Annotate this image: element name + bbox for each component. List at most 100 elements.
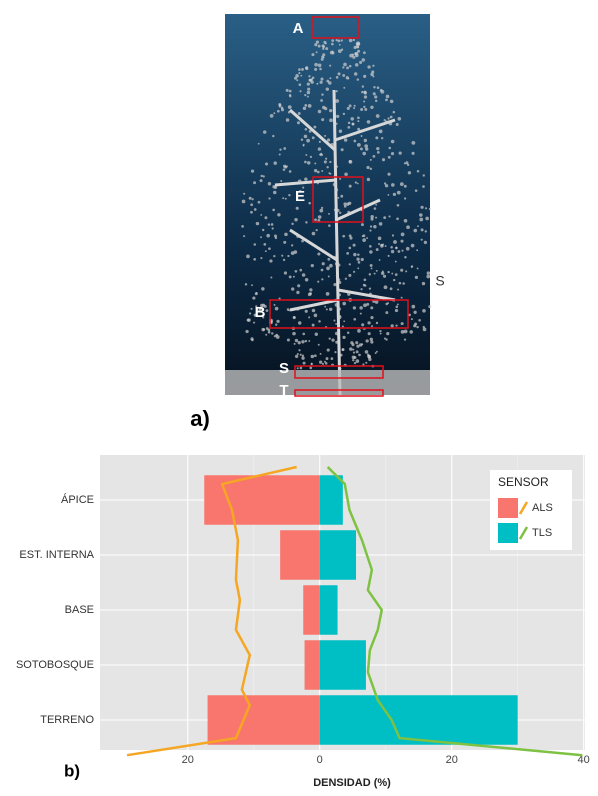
cloud-point [291,244,293,246]
cloud-point [343,113,345,115]
cloud-point [370,316,373,319]
cloud-point [308,75,310,77]
cloud-point [373,155,376,158]
cloud-point [304,104,307,107]
cloud-point [356,345,359,348]
cloud-point [283,241,286,244]
cloud-point [357,46,359,48]
cloud-point [348,202,351,205]
cloud-point [388,215,390,217]
cloud-point [412,152,415,155]
cloud-point [261,287,264,290]
cloud-point [260,257,262,259]
cloud-point [339,44,341,46]
cloud-point [252,296,255,299]
cloud-point [349,65,352,68]
cloud-point [338,293,341,296]
cloud-point [413,229,417,233]
cloud-point [341,49,343,51]
cloud-point [320,99,323,102]
cloud-point [376,114,380,118]
cloud-point [296,79,298,81]
cloud-point [299,269,302,272]
cloud-point [329,337,331,339]
cloud-point [246,254,250,258]
x-axis-label: DENSIDAD (%) [313,777,391,789]
cloud-point [396,123,399,126]
cloud-point [305,221,307,223]
cloud-point [346,252,349,255]
cloud-point [378,243,380,245]
cloud-point [395,247,398,250]
cloud-point [385,120,388,123]
cloud-point [273,112,275,114]
cloud-point [304,94,306,96]
cloud-point [357,143,361,147]
y-tick-label: SOTOBOSQUE [16,659,94,671]
cloud-point [283,147,286,150]
cloud-point [370,264,373,267]
cloud-point [308,340,310,342]
cloud-point [245,330,248,333]
cloud-point [279,153,281,155]
cloud-point [341,148,344,151]
cloud-point [305,278,309,282]
cloud-point [317,281,319,283]
cloud-point [335,341,338,344]
cloud-point [369,250,372,253]
cloud-point [268,182,271,185]
cloud-point [361,223,364,226]
cloud-point [320,353,322,355]
cloud-point [356,258,359,261]
cloud-point [386,95,390,99]
cloud-point [275,307,279,311]
cloud-point [397,303,399,305]
cloud-point [352,123,355,126]
cloud-point [375,204,377,206]
region-label: B [255,304,266,321]
cloud-point [361,323,364,326]
cloud-point [426,275,430,279]
cloud-point [353,306,356,309]
bar [208,695,320,745]
cloud-point [360,288,362,290]
cloud-point [353,318,356,321]
cloud-point [346,66,349,69]
cloud-point [264,216,267,219]
cloud-point [359,306,363,310]
cloud-point [247,319,250,322]
cloud-point [360,313,362,315]
cloud-point [358,354,361,357]
cloud-point [312,324,315,327]
cloud-point [382,243,384,245]
cloud-point [315,132,318,135]
cloud-point [393,193,396,196]
cloud-point [379,330,381,332]
cloud-point [307,91,310,94]
side-mark: S [435,273,444,289]
cloud-point [250,211,253,214]
cloud-point [318,147,321,150]
cloud-point [314,354,317,357]
cloud-point [331,39,334,42]
cloud-point [333,183,337,187]
cloud-point [258,143,260,145]
cloud-point [318,181,320,183]
cloud-point [375,136,378,139]
cloud-point [342,66,344,68]
y-tick-label: BASE [65,604,94,616]
cloud-point [375,217,377,219]
cloud-point [331,357,334,360]
cloud-point [243,193,245,195]
cloud-point [304,161,307,164]
cloud-point [260,214,262,216]
cloud-point [397,191,401,195]
cloud-point [317,171,320,174]
cloud-point [335,323,337,325]
cloud-point [317,252,320,255]
cloud-point [363,75,366,78]
cloud-point [366,339,369,342]
bar [320,585,338,635]
cloud-point [314,68,317,71]
cloud-point [283,259,285,261]
